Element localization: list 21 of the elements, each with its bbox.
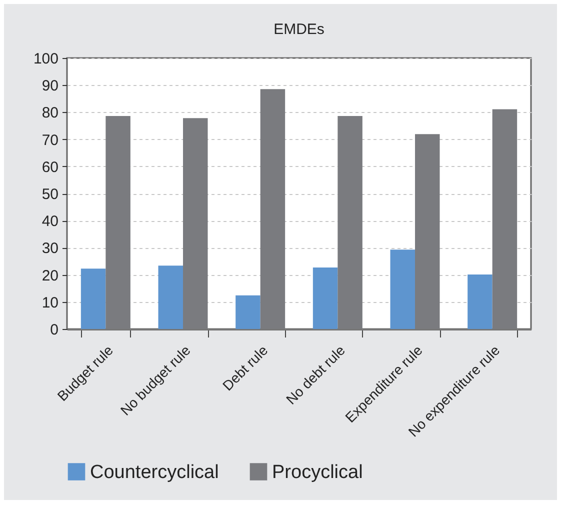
bar bbox=[390, 250, 415, 329]
chart-title: EMDEs bbox=[274, 21, 324, 38]
legend-label: Procyclical bbox=[272, 462, 363, 483]
legend-label: Countercyclical bbox=[90, 462, 219, 483]
y-tick-label: 0 bbox=[50, 322, 58, 338]
bar bbox=[158, 266, 183, 329]
y-tick-label: 30 bbox=[42, 240, 58, 258]
bar bbox=[80, 268, 106, 329]
y-tick-label: 80 bbox=[42, 104, 58, 122]
bar bbox=[312, 267, 338, 329]
y-tick-label: 90 bbox=[42, 78, 58, 95]
y-tick-label: 20 bbox=[42, 267, 58, 284]
y-tick-label: 10 bbox=[42, 294, 58, 312]
y-tick-label: 60 bbox=[42, 158, 58, 176]
bar bbox=[468, 274, 492, 329]
bar bbox=[236, 295, 260, 329]
y-tick-label: 100 bbox=[33, 50, 58, 68]
y-tick-label: 70 bbox=[42, 132, 58, 149]
x-tick-label: No debt rule bbox=[282, 342, 348, 408]
y-tick-label: 50 bbox=[42, 186, 58, 203]
y-tick-label: 40 bbox=[42, 213, 58, 230]
